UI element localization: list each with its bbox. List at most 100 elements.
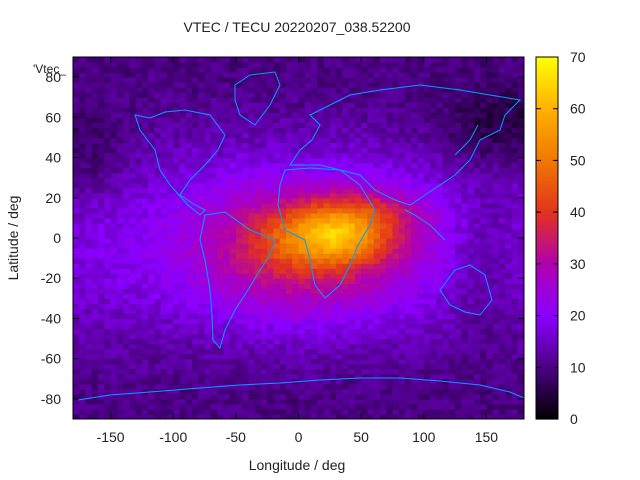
heatmap-cell [392, 348, 400, 355]
heatmap-cell [267, 97, 275, 103]
heatmap-cell [229, 358, 237, 365]
heatmap-cell [166, 232, 174, 239]
heatmap-cell [511, 283, 519, 289]
heatmap-cell [210, 202, 218, 209]
heatmap-cell [160, 278, 168, 284]
heatmap-cell [461, 358, 469, 365]
heatmap-cell [498, 97, 506, 103]
heatmap-cell [423, 97, 431, 103]
heatmap-cell [229, 222, 237, 229]
heatmap-cell [166, 217, 174, 224]
heatmap-cell [166, 323, 174, 330]
heatmap-cell [473, 112, 481, 118]
heatmap-cell [129, 288, 137, 294]
heatmap-cell [223, 288, 231, 294]
heatmap-cell [248, 298, 256, 304]
heatmap-cell [486, 318, 494, 325]
heatmap-cell [242, 353, 249, 360]
heatmap-cell [185, 157, 193, 164]
heatmap-cell [323, 348, 331, 355]
heatmap-cell [298, 147, 306, 154]
heatmap-cell [104, 393, 112, 400]
heatmap-cell [198, 87, 206, 93]
heatmap-cell [85, 92, 93, 98]
heatmap-cell [436, 127, 444, 134]
heatmap-cell [104, 363, 112, 370]
heatmap-cell [185, 348, 193, 355]
heatmap-cell [304, 112, 312, 118]
heatmap-cell [85, 152, 93, 159]
heatmap-cell [436, 268, 444, 274]
heatmap-cell [198, 308, 206, 315]
heatmap-cell [273, 122, 281, 128]
heatmap-cell [473, 293, 481, 299]
heatmap-cell [273, 192, 281, 199]
heatmap-cell [411, 333, 419, 340]
heatmap-cell [204, 207, 212, 214]
heatmap-cell [304, 413, 312, 419]
heatmap-cell [411, 308, 419, 315]
heatmap-cell [455, 142, 462, 149]
heatmap-cell [73, 278, 80, 284]
heatmap-cell [173, 348, 181, 355]
heatmap-cell [79, 363, 87, 370]
heatmap-cell [386, 248, 394, 254]
heatmap-cell [123, 348, 130, 355]
heatmap-cell [304, 303, 312, 309]
heatmap-cell [511, 192, 519, 199]
heatmap-cell [160, 222, 168, 229]
heatmap-cell [486, 253, 494, 259]
heatmap-cell [480, 328, 488, 335]
heatmap-cell [173, 258, 181, 264]
heatmap-cell [248, 87, 256, 93]
heatmap-cell [185, 82, 193, 88]
heatmap-cell [204, 328, 212, 335]
heatmap-cell [398, 333, 406, 340]
heatmap-cell [517, 308, 524, 315]
heatmap-cell [404, 253, 412, 259]
heatmap-cell [430, 202, 437, 209]
heatmap-cell [336, 172, 343, 179]
heatmap-cell [398, 383, 406, 390]
heatmap-cell [110, 147, 118, 154]
heatmap-cell [210, 182, 218, 189]
heatmap-cell [254, 187, 262, 194]
heatmap-cell [442, 92, 450, 98]
heatmap-cell [329, 258, 337, 264]
heatmap-cell [498, 293, 506, 299]
heatmap-cell [480, 293, 488, 299]
heatmap-cell [317, 393, 325, 400]
heatmap-cell [379, 192, 387, 199]
heatmap-cell [323, 273, 331, 279]
heatmap-cell [285, 338, 293, 345]
heatmap-cell [386, 107, 394, 113]
heatmap-cell [354, 298, 362, 304]
heatmap-cell [517, 202, 524, 209]
heatmap-cell [298, 82, 306, 88]
heatmap-cell [404, 97, 412, 103]
heatmap-cell [98, 253, 105, 259]
heatmap-cell [79, 298, 87, 304]
heatmap-cell [116, 97, 124, 103]
heatmap-cell [379, 368, 387, 375]
heatmap-cell [210, 222, 218, 229]
heatmap-cell [442, 243, 450, 249]
heatmap-cell [404, 268, 412, 274]
heatmap-cell [154, 222, 162, 229]
heatmap-cell [404, 182, 412, 189]
heatmap-cell [154, 92, 162, 98]
heatmap-cell [404, 117, 412, 123]
heatmap-cell [85, 408, 93, 415]
heatmap-cell [129, 107, 137, 113]
heatmap-cell [317, 298, 325, 304]
heatmap-cell [386, 102, 394, 108]
heatmap-cell [267, 308, 275, 315]
heatmap-cell [517, 112, 524, 118]
heatmap-cell [98, 328, 105, 335]
heatmap-cell [154, 328, 162, 335]
heatmap-cell [223, 308, 231, 315]
heatmap-cell [285, 157, 293, 164]
heatmap-cell [141, 192, 149, 199]
heatmap-cell [79, 112, 87, 118]
heatmap-cell [336, 308, 343, 315]
